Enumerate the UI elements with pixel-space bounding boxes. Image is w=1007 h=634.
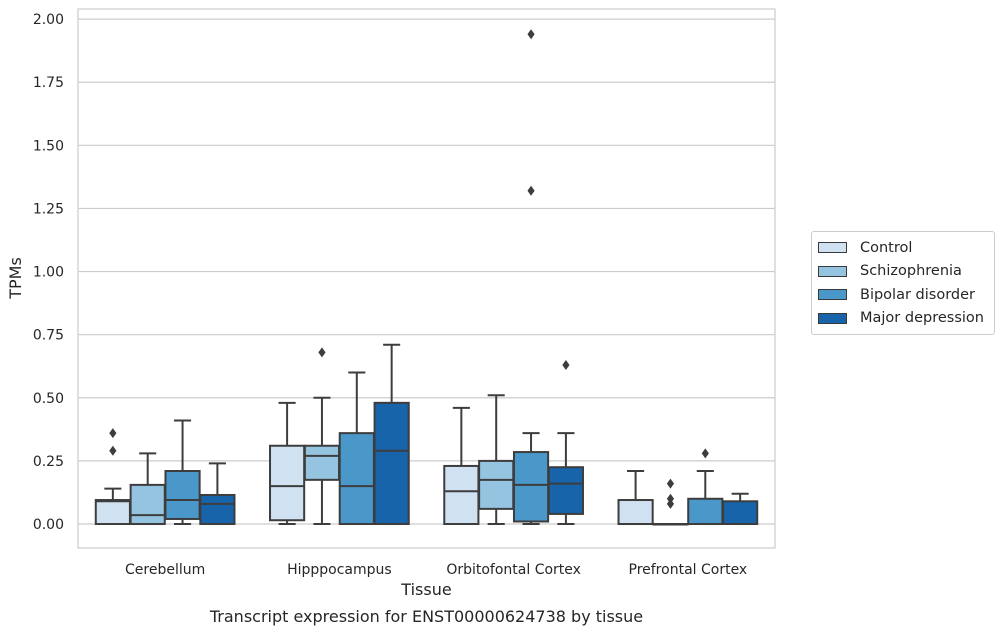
gridlines <box>78 18 775 525</box>
legend-swatch <box>818 312 847 324</box>
outlier-point <box>109 445 117 456</box>
y-tick-label: 0.00 <box>33 517 64 533</box>
box-schizophrenia <box>652 478 689 526</box>
y-tick-label: 1.00 <box>33 265 64 281</box>
legend-item: Bipolar disorder <box>812 283 994 307</box>
box-major-depression <box>722 492 759 526</box>
box-bipolar-disorder <box>164 419 201 526</box>
legend-swatch <box>818 265 847 277</box>
x-tick-label: Orbitofontal Cortex <box>446 562 581 578</box>
legend-label: Major depression <box>860 310 984 327</box>
legend-label: Schizophrenia <box>860 263 962 280</box>
y-axis-ticks: 0.00 0.25 0.50 0.75 1.00 1.25 1.50 1.75 2.00 <box>33 12 64 533</box>
box-iqr <box>94 499 131 526</box>
box-iqr <box>164 470 201 520</box>
outlier-point <box>666 493 675 504</box>
box-major-depression <box>199 462 236 526</box>
box-iqr <box>373 401 410 526</box>
box-schizophrenia <box>303 347 341 526</box>
chart-title: Transcript expression for ENST0000062473… <box>209 607 643 626</box>
y-tick-label: 1.75 <box>33 75 64 91</box>
box-iqr <box>722 500 759 526</box>
outlier-point <box>701 448 709 459</box>
y-tick-label: 1.50 <box>33 138 64 154</box>
box-iqr <box>687 497 724 526</box>
x-tick-label: Hipppocampus <box>287 562 392 578</box>
box-iqr <box>129 483 166 526</box>
outlier-point <box>562 359 570 370</box>
box-control <box>94 428 131 526</box>
box-major-depression <box>373 343 410 526</box>
box-groups <box>94 29 759 526</box>
outlier-point <box>109 428 117 439</box>
y-tick-label: 0.25 <box>33 454 64 470</box>
outlier-point <box>666 498 675 509</box>
box-control <box>269 401 306 526</box>
box-iqr <box>617 499 654 526</box>
y-tick-label: 1.25 <box>33 201 64 217</box>
x-axis-ticks: Cerebellum Hipppocampus Orbitofontal Corte… <box>125 562 747 578</box>
box-iqr <box>547 466 584 515</box>
box-bipolar-disorder <box>512 29 550 526</box>
box-major-depression <box>547 359 584 526</box>
x-tick-label: Cerebellum <box>125 562 205 578</box>
y-tick-label: 0.75 <box>33 328 64 344</box>
legend-item: Schizophrenia <box>812 260 994 284</box>
box-iqr <box>478 459 515 510</box>
box-control <box>443 406 480 526</box>
outlier-point <box>527 185 535 196</box>
outlier-point <box>666 478 675 489</box>
outlier-point <box>318 347 326 358</box>
y-axis-label: TPMs <box>6 257 25 300</box>
legend-swatch <box>818 242 847 254</box>
x-axis-label: Tissue <box>400 580 451 599</box>
box-iqr <box>199 493 236 526</box>
legend: Control Schizophrenia Bipolar disorder Majo… <box>811 231 995 335</box>
legend-label: Bipolar disorder <box>860 286 975 303</box>
box-iqr <box>443 464 480 526</box>
plot-area <box>78 9 775 548</box>
legend-swatch <box>818 289 847 301</box>
box-iqr <box>512 451 550 523</box>
box-control <box>617 470 654 526</box>
outlier-point <box>527 29 535 40</box>
box-iqr <box>338 432 375 526</box>
box-iqr <box>269 444 306 522</box>
y-tick-label: 2.00 <box>33 12 64 28</box>
x-tick-label: Prefrontal Cortex <box>629 562 748 578</box>
legend-item: Major depression <box>812 307 994 331</box>
plot-frame <box>77 8 776 549</box>
y-tick-label: 0.50 <box>33 391 64 407</box>
box-bipolar-disorder <box>687 448 724 526</box>
box-iqr <box>303 444 341 481</box>
legend-label: Control <box>860 239 913 256</box>
legend-item: Control <box>812 236 994 260</box>
